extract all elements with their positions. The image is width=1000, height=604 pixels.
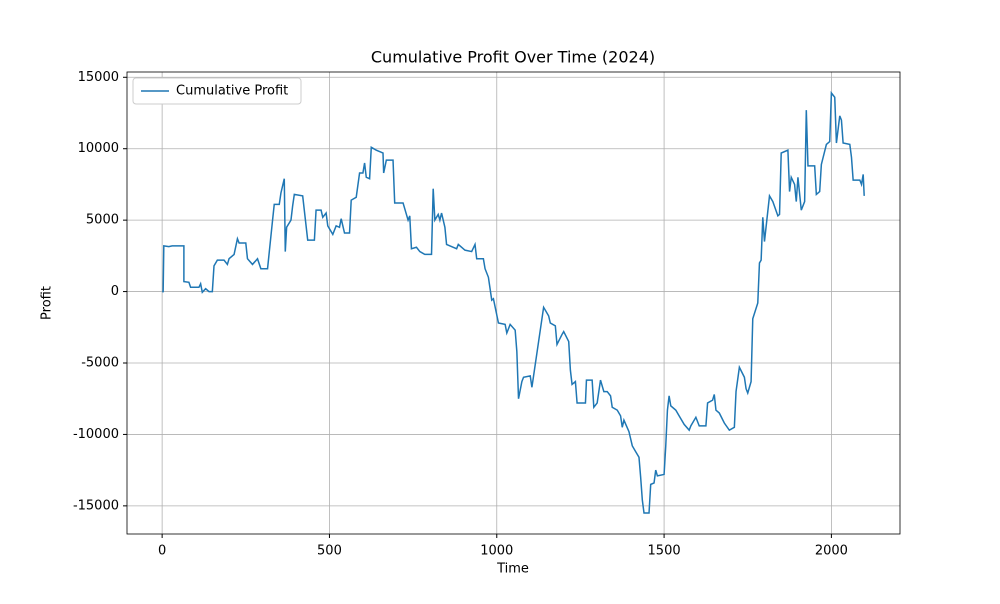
y-axis-label: Profit	[40, 286, 55, 320]
y-tick-label: -10000	[73, 427, 119, 442]
x-tick-label: 1000	[480, 544, 513, 559]
y-tick-label: -5000	[81, 356, 119, 371]
x-axis-label: Time	[496, 562, 529, 577]
legend-box	[132, 77, 302, 105]
plot-frame	[126, 71, 901, 535]
y-tick-label: 0	[111, 284, 119, 299]
x-tick-label: 2000	[815, 544, 848, 559]
x-tick-label: 0	[158, 544, 166, 559]
legend-label: Cumulative Profit	[176, 84, 288, 99]
x-tick-label: 500	[317, 544, 342, 559]
data-line	[162, 90, 865, 514]
y-tick-label: 5000	[86, 213, 119, 228]
x-tick-label: 1500	[648, 544, 681, 559]
y-tick-label: 10000	[78, 141, 119, 156]
y-tick-label: 15000	[78, 70, 119, 85]
y-tick-label: -15000	[73, 498, 119, 513]
chart-title: Cumulative Profit Over Time (2024)	[371, 48, 655, 67]
